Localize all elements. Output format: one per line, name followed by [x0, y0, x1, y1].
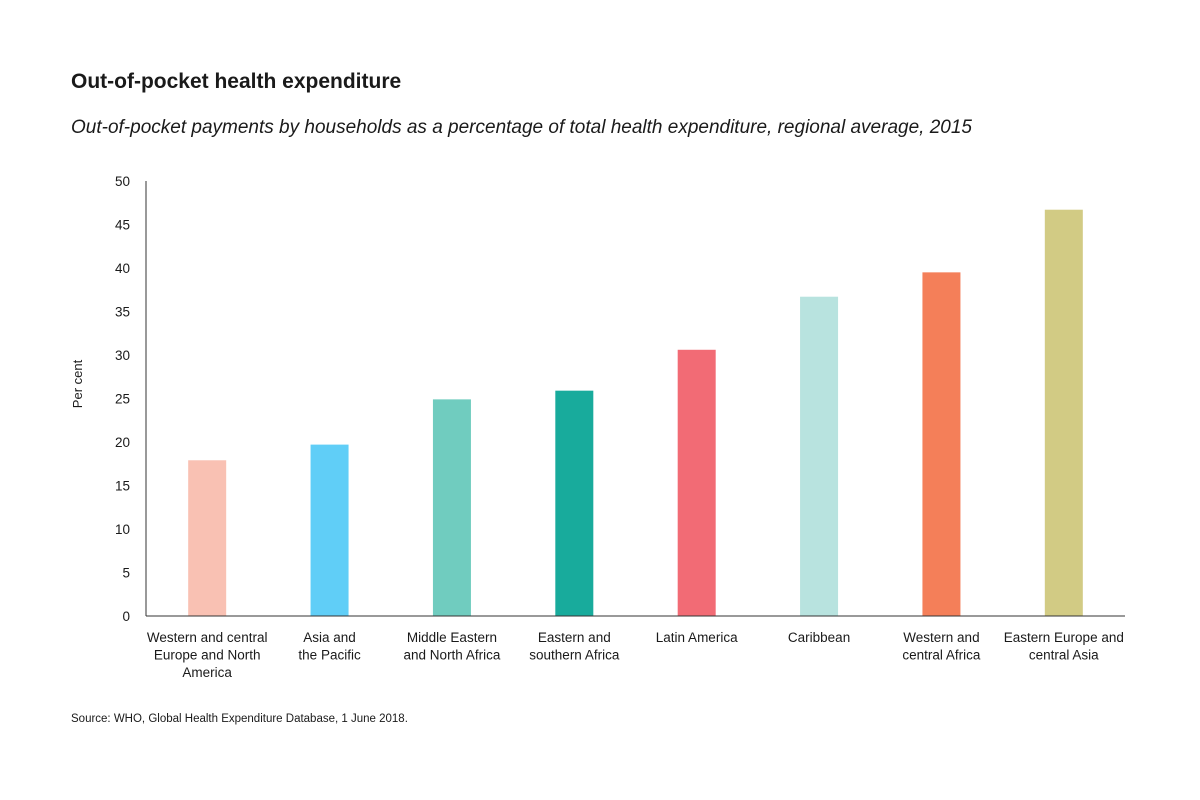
y-tick-label: 10 — [115, 522, 130, 537]
y-tick-label: 40 — [115, 261, 130, 276]
y-tick-label: 5 — [122, 566, 130, 581]
bars — [188, 209, 1083, 616]
x-axis-labels: Western and central Europe and North Ameri… — [147, 630, 1124, 680]
y-axis-label: Per cent — [70, 359, 85, 408]
x-tick-label-line: Caribbean — [788, 630, 850, 645]
y-tick-label: 35 — [115, 305, 130, 320]
x-tick-label-line: Western and central — [147, 630, 268, 645]
bar — [1044, 209, 1083, 616]
chart-subtitle: Out-of-pocket payments by households as … — [71, 117, 972, 138]
y-tick-label: 45 — [115, 218, 130, 233]
x-tick-label-line: Eastern Europe and — [1004, 630, 1124, 645]
x-tick-label-line: Latin America — [656, 630, 738, 645]
x-tick-label-line: southern Africa — [529, 648, 620, 663]
bar — [310, 444, 349, 616]
x-tick-label: Eastern and southern Africa — [529, 630, 620, 663]
y-tick-label: 50 — [115, 174, 130, 189]
x-tick-label: Latin America — [656, 630, 738, 645]
y-tick-label: 30 — [115, 348, 130, 363]
chart-title: Out-of-pocket health expenditure — [71, 70, 402, 93]
x-tick-label-line: Eastern and — [538, 630, 611, 645]
x-tick-label-line: central Africa — [902, 648, 981, 663]
y-tick-label: 15 — [115, 479, 130, 494]
x-tick-label: Middle Eastern and North Africa — [404, 630, 501, 663]
x-tick-label-line: and North Africa — [404, 648, 501, 663]
x-tick-label: Eastern Europe and central Asia — [1004, 630, 1124, 663]
x-tick-label-line: Middle Eastern — [407, 630, 497, 645]
bar — [555, 390, 594, 616]
x-tick-label-line: Asia and — [303, 630, 356, 645]
y-tick-label: 0 — [122, 609, 130, 624]
bar — [800, 296, 839, 616]
x-tick-label-line: central Asia — [1029, 648, 1099, 663]
bar — [188, 460, 227, 616]
x-tick-label-line: Western and — [903, 630, 979, 645]
x-tick-label: Caribbean — [788, 630, 850, 645]
x-tick-label: Western and central Africa — [902, 630, 981, 663]
x-tick-label-line: Europe and North — [154, 648, 261, 663]
y-tick-label: 25 — [115, 392, 130, 407]
bar — [922, 272, 961, 616]
bar — [677, 349, 716, 616]
x-tick-label-line: the Pacific — [298, 648, 361, 663]
y-tick-label: 20 — [115, 435, 130, 450]
x-tick-label-line: America — [182, 665, 232, 680]
source-note: Source: WHO, Global Health Expenditure D… — [71, 713, 408, 725]
y-axis-ticks: 0 5 10 15 20 25 30 35 40 45 50 — [115, 174, 130, 624]
x-tick-label: Asia and the Pacific — [298, 630, 361, 663]
bar — [432, 399, 471, 616]
x-tick-label: Western and central Europe and North Ameri… — [147, 630, 268, 680]
